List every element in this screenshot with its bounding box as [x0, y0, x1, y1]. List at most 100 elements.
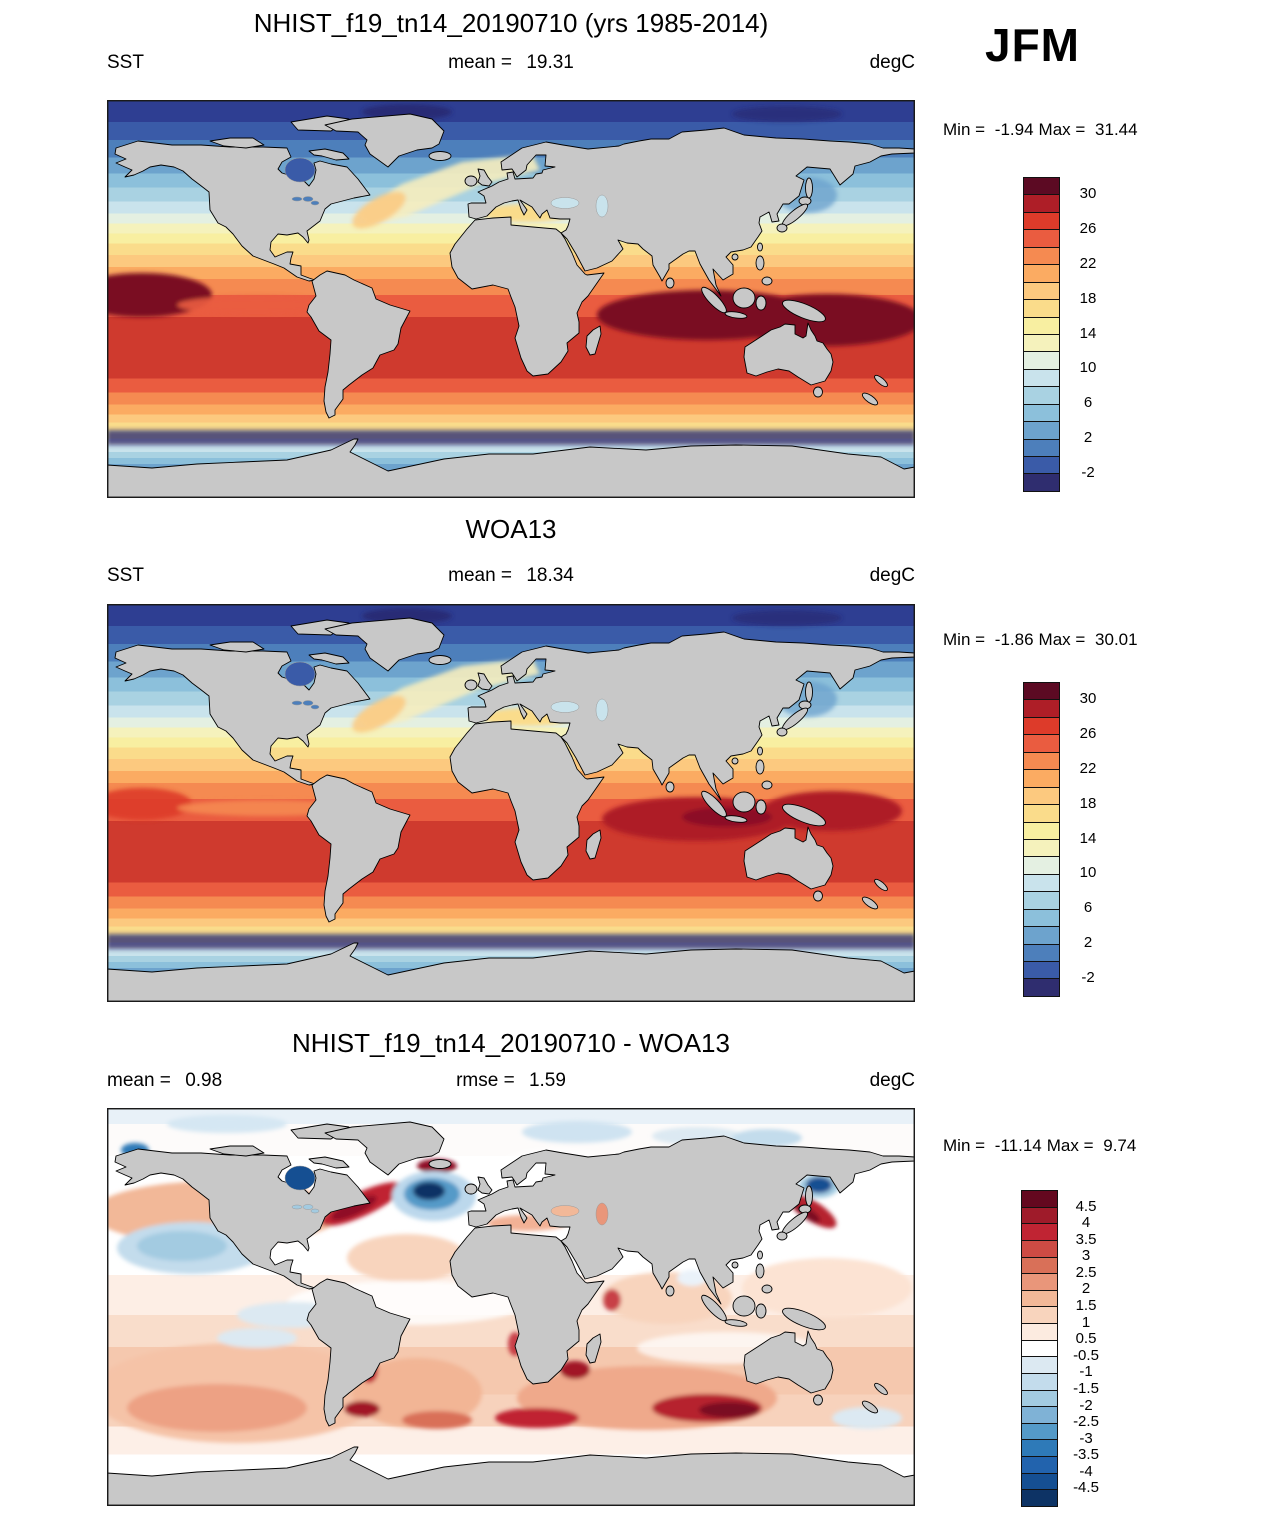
inland-seas — [284, 1165, 609, 1226]
colorbar-tick-label: 26 — [1079, 220, 1097, 238]
colorbar-tick-label: -3.5 — [1073, 1446, 1099, 1464]
colorbar-segment — [1024, 386, 1059, 404]
panel1-stats-row: SST mean = 19.31 degC — [0, 52, 1285, 76]
colorbar-segment — [1022, 1456, 1057, 1473]
panel2-mean-label: mean = — [448, 565, 518, 586]
panel1-mean-value: 19.31 — [526, 52, 574, 73]
colorbar-tick-label: 18 — [1079, 289, 1097, 307]
panel3-mean-value: 0.98 — [185, 1070, 223, 1091]
colorbar-tick-label: 4 — [1081, 1214, 1091, 1232]
colorbar-segment — [1024, 299, 1059, 317]
colorbar-tick-label: -0.5 — [1073, 1346, 1099, 1364]
colorbar-segment — [1024, 838, 1059, 857]
colorbar-tick-label: 14 — [1079, 324, 1097, 342]
max-label: Max = — [1038, 630, 1091, 649]
colorbar-segment — [1022, 1206, 1057, 1224]
panel3-rmse-value: 1.59 — [528, 1070, 566, 1091]
map-difference-sst — [107, 1108, 915, 1506]
colorbar-segment — [1024, 769, 1059, 787]
panel3-rmse-label: rmse = — [456, 1070, 520, 1091]
colorbar-tick-label: 22 — [1079, 254, 1097, 272]
colorbar-tick-label: 6 — [1083, 899, 1093, 917]
colorbar-segment — [1024, 403, 1059, 422]
colorbar-tick-label: 26 — [1079, 725, 1097, 743]
panel3-minmax: Min = -11.14 Max = 9.74 — [943, 1136, 1203, 1156]
colorbar-tick-label: -3 — [1079, 1429, 1093, 1447]
panel1-mean: mean = 19.31 — [107, 52, 915, 74]
min-value: -1.94 — [994, 120, 1034, 139]
min-value: -11.14 — [994, 1136, 1042, 1155]
colorbar-bar — [1023, 177, 1060, 492]
colorbar-tick-label: 10 — [1079, 864, 1097, 882]
colorbar-model: 30 26 22 18 14 10 6 2 -2 — [1023, 177, 1096, 492]
colorbar-segment — [1024, 178, 1059, 195]
panel3-units-label: degC — [869, 1070, 915, 1091]
colorbar-segment — [1022, 1191, 1057, 1207]
colorbar-tick-label: -4.5 — [1073, 1479, 1099, 1497]
max-value: 9.74 — [1103, 1136, 1137, 1155]
colorbar-segment — [1024, 926, 1059, 944]
colorbar-segment — [1022, 1472, 1057, 1490]
colorbar-segment — [1022, 1273, 1057, 1290]
colorbar-segment — [1024, 961, 1059, 979]
panel3-rmse: rmse = 1.59 — [107, 1070, 915, 1092]
colorbar-segment — [1024, 211, 1059, 230]
colorbar-segment — [1022, 1289, 1057, 1307]
colorbar-tick-label: 10 — [1079, 359, 1097, 377]
colorbar-tick-label: 30 — [1079, 690, 1097, 708]
panel2-units-label: degC — [869, 565, 915, 586]
colorbar-segment — [1024, 316, 1059, 334]
colorbar-tick-label: 2 — [1083, 933, 1093, 951]
min-label: Min = — [943, 1136, 990, 1155]
colorbar-segment — [1024, 473, 1059, 491]
colorbar-segment — [1024, 821, 1059, 839]
colorbar-tick-label: 1 — [1081, 1313, 1091, 1331]
colorbar-tick-label: 0.5 — [1075, 1330, 1097, 1348]
map-frame — [107, 1108, 915, 1506]
panel3-stats-row: mean = 0.98 rmse = 1.59 degC — [0, 1070, 1285, 1094]
panel1-variable-label: SST — [107, 52, 144, 73]
colorbar-segment — [1024, 421, 1059, 439]
map-frame — [107, 604, 915, 1002]
min-label: Min = — [943, 630, 990, 649]
colorbar-segment — [1024, 978, 1059, 996]
colorbar-tick-label: 3 — [1081, 1247, 1091, 1265]
colorbar-woa13: 30 26 22 18 14 10 6 2 -2 — [1023, 682, 1096, 997]
colorbar-tick-label: 3.5 — [1075, 1230, 1097, 1248]
colorbar-tick-label: 30 — [1079, 185, 1097, 203]
colorbar-tick-label: -2 — [1081, 968, 1095, 986]
colorbar-tick-label: 14 — [1079, 829, 1097, 847]
colorbar-segment — [1024, 438, 1059, 456]
colorbar-segment — [1024, 351, 1059, 369]
colorbar-segment — [1024, 891, 1059, 909]
colorbar-segment — [1024, 804, 1059, 822]
colorbar-segment — [1024, 751, 1059, 770]
colorbar-segment — [1024, 786, 1059, 805]
colorbar-segment — [1024, 943, 1059, 961]
colorbar-segment — [1024, 333, 1059, 352]
panel2-mean: mean = 18.34 — [107, 565, 915, 587]
colorbar-segment — [1024, 856, 1059, 874]
colorbar-segment — [1024, 699, 1059, 717]
panel3-mean: mean = 0.98 — [107, 1070, 222, 1092]
panel1-units-label: degC — [869, 52, 915, 73]
colorbar-segment — [1024, 908, 1059, 927]
colorbar-tick-label: 2.5 — [1075, 1263, 1097, 1281]
colorbar-tick-label: 18 — [1079, 794, 1097, 812]
colorbar-segment — [1024, 456, 1059, 474]
colorbar-segment — [1024, 194, 1059, 212]
colorbar-tick-label: 2 — [1081, 1280, 1091, 1298]
colorbar-segment — [1024, 716, 1059, 735]
colorbar-segment — [1024, 281, 1059, 300]
panel3-mean-label: mean = — [107, 1070, 177, 1091]
colorbar-segment — [1022, 1406, 1057, 1423]
map-model-sst — [107, 100, 915, 498]
max-value: 30.01 — [1095, 630, 1138, 649]
colorbar-segment — [1022, 1256, 1057, 1274]
min-label: Min = — [943, 120, 990, 139]
panel2-stats-row: SST mean = 18.34 degC — [0, 565, 1285, 589]
colorbar-tick-label: -2.5 — [1073, 1413, 1099, 1431]
panel2-minmax: Min = -1.86 Max = 30.01 — [943, 630, 1203, 650]
season-label: JFM — [985, 19, 1080, 71]
